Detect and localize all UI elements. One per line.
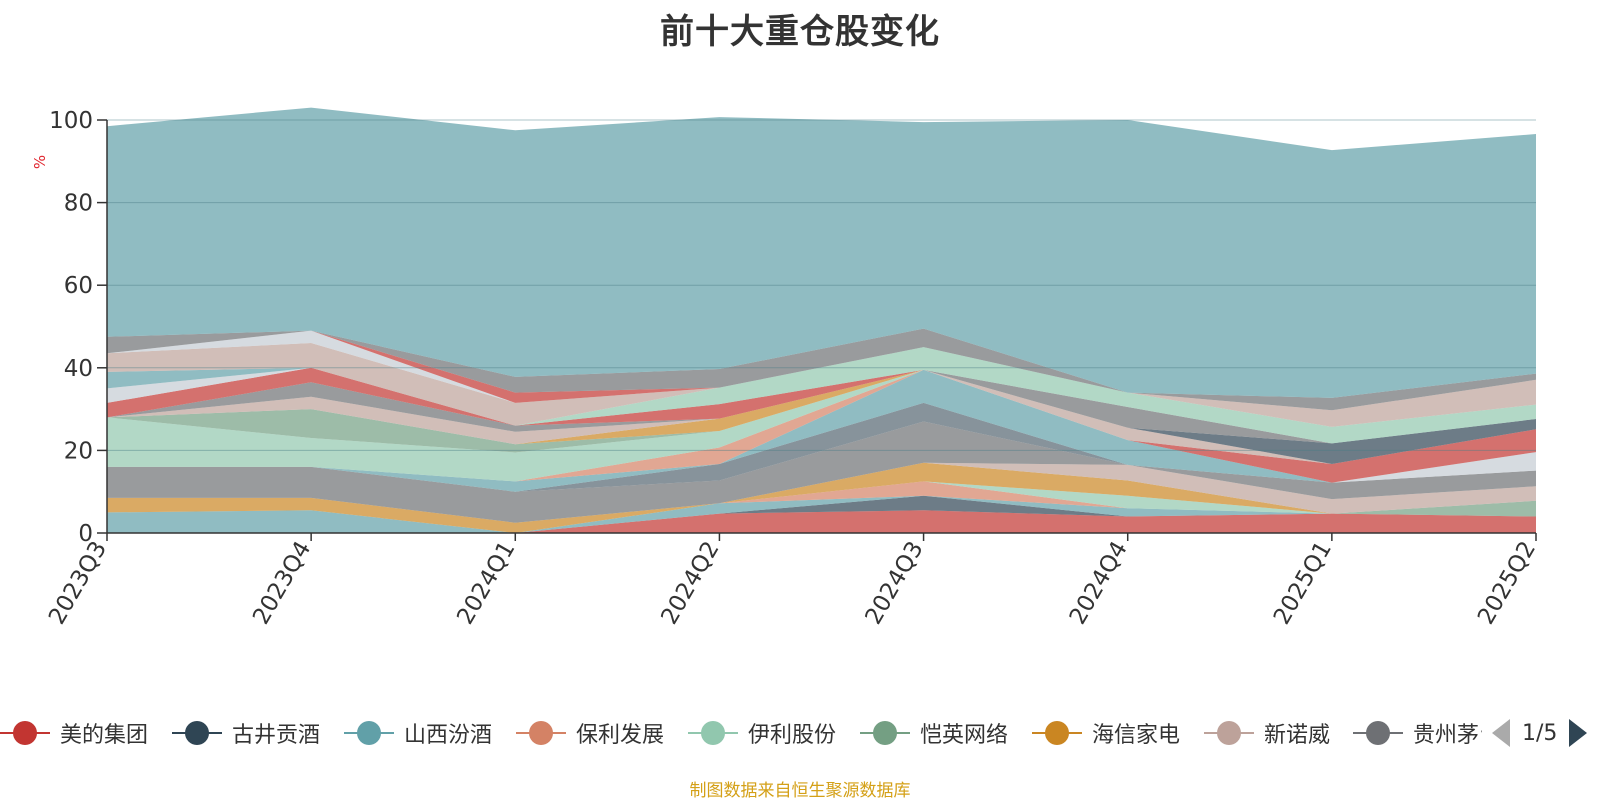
legend: 美的集团 古井贡酒 山西汾酒 保利发展 伊利股份 恺英网络 海信家电 新诺威 贵州茅台 1/5: [0, 713, 1600, 753]
area-series-18: [107, 369, 1536, 464]
x-tick-label: 2024Q3: [861, 537, 929, 629]
legend-item[interactable]: 新诺威: [1204, 713, 1330, 753]
area-series-11: [107, 369, 1536, 492]
legend-items: 美的集团 古井贡酒 山西汾酒 保利发展 伊利股份 恺英网络 海信家电 新诺威 贵州茅台: [0, 713, 1482, 753]
data-source-note: 制图数据来自恒生聚源数据库: [689, 781, 911, 801]
legend-label: 山西汾酒: [404, 723, 493, 748]
legend-label: 新诺威: [1264, 723, 1331, 748]
y-tick-label: 0: [78, 521, 93, 547]
legend-marker-icon: [172, 721, 222, 745]
area-series-group: [107, 107, 1536, 533]
x-tick-label: 2023Q4: [248, 537, 316, 629]
legend-item[interactable]: 恺英网络: [860, 713, 1008, 753]
grid-lines: [107, 119, 1536, 451]
area-series-1: [107, 510, 1536, 533]
legend-marker-icon: [0, 721, 50, 745]
legend-item[interactable]: 贵州茅台: [1353, 713, 1482, 753]
area-series-29: [107, 107, 1536, 398]
area-series-25: [107, 343, 1536, 427]
legend-marker-icon: [1032, 721, 1082, 745]
legend-item[interactable]: 美的集团: [0, 713, 148, 753]
legend-prev-page-icon[interactable]: [1492, 719, 1510, 747]
legend-item[interactable]: 伊利股份: [688, 713, 836, 753]
area-series-13: [107, 369, 1536, 483]
legend-label: 美的集团: [60, 723, 149, 748]
area-series-10: [107, 402, 1536, 492]
legend-marker-icon: [1204, 721, 1254, 745]
legend-item[interactable]: 古井贡酒: [172, 713, 320, 753]
legend-marker-icon: [860, 721, 910, 745]
legend-label: 贵州茅台: [1413, 723, 1482, 748]
legend-label: 伊利股份: [748, 723, 837, 748]
area-series-15: [107, 369, 1536, 483]
legend-label: 恺英网络: [920, 723, 1009, 748]
legend-marker-icon: [516, 721, 566, 745]
chart-title: 前十大重仓股变化: [660, 12, 940, 52]
legend-label: 保利发展: [576, 723, 665, 748]
y-tick-label: 40: [64, 356, 93, 382]
area-series-26: [107, 330, 1536, 411]
y-axis-label: %: [31, 155, 49, 169]
y-tick-label: 80: [64, 191, 93, 217]
x-tick-label: 2024Q2: [656, 537, 724, 629]
y-tick-label: 100: [49, 108, 93, 134]
legend-page-indicator: 1/5: [1522, 720, 1558, 746]
area-series-3: [107, 495, 1536, 533]
legend-next-page-icon[interactable]: [1569, 719, 1588, 747]
area-series-28: [107, 328, 1536, 411]
legend-marker-icon: [688, 721, 738, 745]
y-tick-label: 60: [64, 273, 93, 299]
area-series-20: [107, 369, 1536, 444]
area-series-22: [107, 347, 1536, 444]
area-series-8: [107, 462, 1536, 523]
legend-pager: 1/5: [1492, 713, 1588, 753]
legend-item[interactable]: 保利发展: [516, 713, 664, 753]
y-tick-label: 20: [64, 438, 93, 464]
legend-marker-icon: [1353, 721, 1403, 745]
legend-item[interactable]: 山西汾酒: [344, 713, 492, 753]
x-tick-label: 2025Q2: [1473, 537, 1541, 629]
legend-label: 海信家电: [1092, 723, 1181, 748]
legend-label: 古井贡酒: [232, 723, 321, 748]
x-tick-label: 2024Q1: [452, 537, 520, 629]
area-series-5: [107, 481, 1536, 533]
legend-item[interactable]: 海信家电: [1032, 713, 1180, 753]
x-tick-label: 2025Q1: [1269, 537, 1337, 629]
legend-marker-icon: [344, 721, 394, 745]
x-tick-label: 2023Q3: [44, 537, 112, 629]
stacked-area-chart: 0 20 40 60 80 100% 2023Q3 2023Q4 2024Q1 2024Q2 202…: [31, 107, 1541, 629]
area-series-9: [107, 421, 1536, 523]
area-series-17: [107, 369, 1536, 483]
x-tick-label: 2024Q4: [1065, 537, 1133, 629]
